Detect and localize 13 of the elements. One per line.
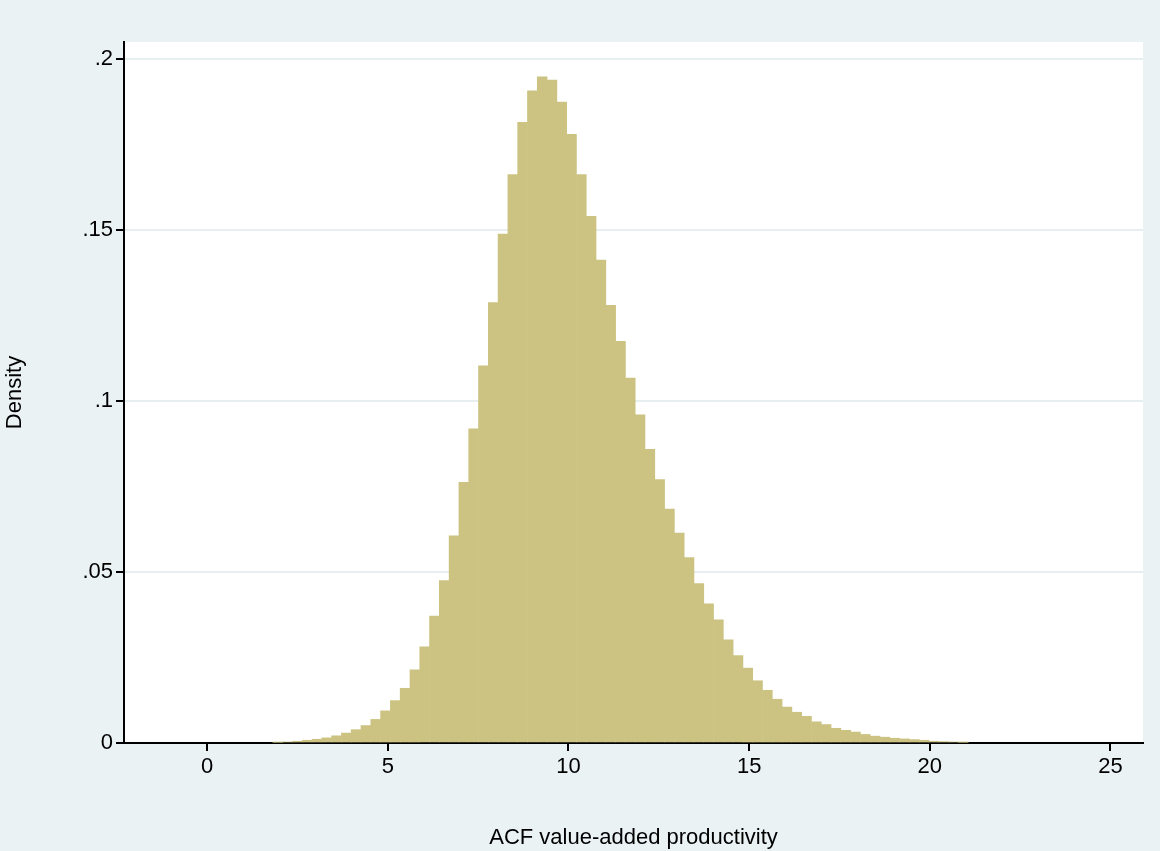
x-axis-title: ACF value-added productivity: [489, 823, 778, 849]
y-tick-label: .2: [94, 45, 113, 71]
x-tick-label: 10: [556, 753, 581, 779]
x-tick-label: 20: [917, 753, 943, 779]
x-tick-label: 5: [381, 753, 394, 779]
y-tick-label: .05: [82, 558, 113, 584]
x-tick-label: 25: [1098, 753, 1123, 779]
y-axis-title: Density: [1, 355, 27, 430]
y-tick-label: 0: [100, 729, 113, 755]
y-tick-label: .1: [94, 387, 113, 413]
x-tick-label: 15: [736, 753, 762, 779]
x-tick-label: 0: [200, 753, 214, 779]
y-tick-label: .15: [82, 216, 113, 242]
